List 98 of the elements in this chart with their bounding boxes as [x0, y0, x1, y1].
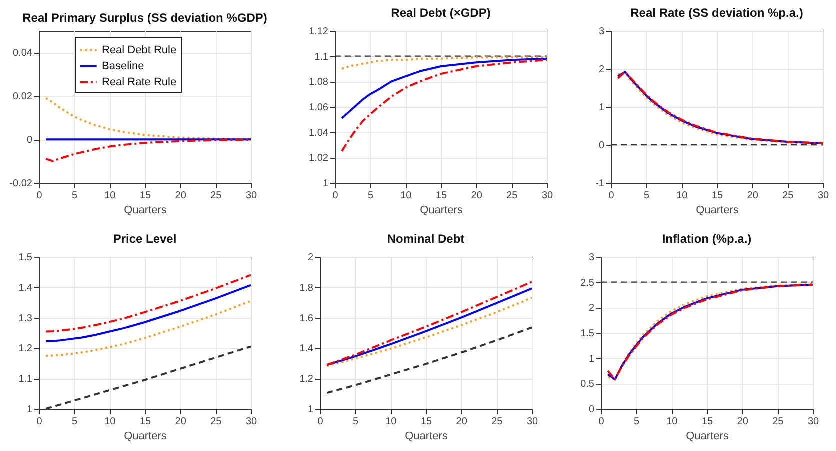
y-tick-label: 1.2: [18, 344, 33, 355]
x-tick-label: 30: [808, 416, 820, 428]
x-tick-label: 5: [72, 190, 78, 202]
y-tick-label: 2: [308, 252, 314, 264]
chart-title: Real Debt (×GDP): [391, 6, 491, 20]
chart-title: Nominal Debt: [387, 232, 465, 246]
x-tick-label: 5: [634, 416, 640, 428]
y-tick-label: -1: [596, 178, 605, 190]
x-tick-label: 5: [644, 190, 650, 202]
line-series: [45, 300, 251, 358]
x-tick-label: 30: [246, 416, 258, 428]
x-tick-label: 0: [36, 190, 43, 202]
x-tick-label: 30: [542, 190, 554, 202]
y-tick-label: -0.02: [10, 178, 33, 190]
y-tick-label: 0.5: [580, 379, 595, 390]
x-tick-label: 20: [175, 416, 187, 428]
y-tick-label: 1.02: [309, 153, 329, 164]
x-tick-label: 15: [140, 190, 152, 202]
y-tick-label: 1.5: [580, 328, 595, 340]
x-tick-label: 30: [526, 416, 538, 428]
x-axis-title: Quarters: [405, 430, 448, 442]
y-tick-label: 1.8: [300, 282, 314, 294]
y-tick-label: 1.4: [300, 344, 314, 355]
x-tick-label: 10: [676, 190, 688, 202]
x-tick-label: 15: [436, 190, 448, 202]
x-tick-label: 10: [104, 190, 116, 202]
y-tick-label: 1.12: [309, 26, 329, 38]
x-tick-label: 25: [492, 416, 504, 428]
line-series: [45, 139, 251, 162]
x-tick-label: 25: [772, 416, 784, 428]
legend-label: Real Debt Rule: [102, 44, 177, 56]
x-tick-label: 25: [782, 190, 794, 202]
x-tick-label: 0: [332, 190, 339, 202]
x-tick-label: 25: [210, 190, 222, 202]
x-tick-label: 25: [210, 416, 222, 428]
y-tick-label: 0.04: [13, 48, 33, 60]
y-tick-label: 2.5: [580, 278, 595, 289]
x-tick-label: 15: [712, 190, 724, 202]
y-tick-label: 1.6: [300, 313, 314, 324]
x-axis-title: Quarters: [696, 204, 740, 216]
line-series: [326, 326, 532, 394]
y-tick-label: 2: [598, 64, 605, 76]
line-series: [45, 274, 251, 333]
legend-label: Baseline: [102, 60, 144, 72]
y-tick-label: 1.5: [18, 252, 33, 264]
x-tick-label: 20: [747, 190, 759, 202]
x-tick-label: 15: [420, 416, 432, 428]
line-series: [341, 56, 547, 70]
y-tick-label: 1.06: [309, 102, 329, 114]
y-tick-label: 0: [598, 140, 605, 152]
x-axis-title: Quarters: [686, 430, 730, 442]
y-tick-label: 1.08: [309, 77, 329, 88]
x-tick-label: 5: [368, 190, 374, 202]
x-axis-title: Quarters: [124, 430, 168, 442]
y-tick-label: 1.2: [300, 374, 314, 386]
y-tick-label: 1.1: [314, 52, 329, 63]
y-tick-label: 0: [26, 135, 33, 146]
x-tick-label: 10: [400, 190, 412, 202]
x-tick-label: 0: [36, 416, 43, 428]
x-tick-label: 20: [175, 190, 187, 202]
x-tick-label: 25: [506, 190, 518, 202]
x-tick-label: 30: [246, 190, 258, 202]
x-axis-title: Quarters: [420, 204, 464, 216]
x-tick-label: 20: [471, 190, 483, 202]
y-tick-label: 3: [588, 252, 595, 264]
y-tick-label: 1.04: [309, 128, 329, 139]
x-tick-label: 5: [353, 416, 360, 428]
x-tick-label: 20: [456, 416, 468, 428]
x-tick-label: 0: [608, 190, 615, 202]
x-tick-label: 10: [386, 416, 398, 428]
x-tick-label: 30: [818, 190, 830, 202]
y-tick-label: 3: [598, 26, 605, 38]
x-tick-label: 15: [702, 416, 714, 428]
chart-title: Real Primary Surplus (SS deviation %GDP): [22, 11, 268, 25]
y-tick-label: 1.3: [18, 313, 33, 324]
x-tick-label: 5: [72, 416, 78, 428]
x-axis-title: Quarters: [124, 204, 168, 216]
y-tick-label: 0: [588, 404, 595, 416]
chart-title: Real Rate (SS deviation %p.a.): [630, 6, 804, 20]
line-series: [341, 58, 547, 120]
line-series: [45, 284, 251, 343]
y-tick-label: 1: [322, 178, 329, 190]
chart-title: Inflation (%p.a.): [662, 232, 752, 246]
x-tick-label: 20: [737, 416, 749, 428]
y-tick-label: 1: [588, 354, 595, 365]
y-tick-label: 1.4: [18, 282, 33, 294]
y-tick-label: 1: [26, 404, 33, 416]
y-tick-label: 1: [308, 404, 314, 416]
y-tick-label: 2: [588, 303, 595, 314]
y-tick-label: 1: [598, 102, 605, 114]
legend-label: Real Rate Rule: [102, 76, 177, 88]
y-tick-label: 0.02: [13, 92, 33, 103]
chart-title: Price Level: [113, 232, 177, 246]
x-tick-label: 10: [666, 416, 678, 428]
x-tick-label: 10: [104, 416, 116, 428]
line-series: [341, 59, 547, 152]
x-tick-label: 15: [140, 416, 152, 428]
y-tick-label: 1.1: [18, 374, 33, 386]
